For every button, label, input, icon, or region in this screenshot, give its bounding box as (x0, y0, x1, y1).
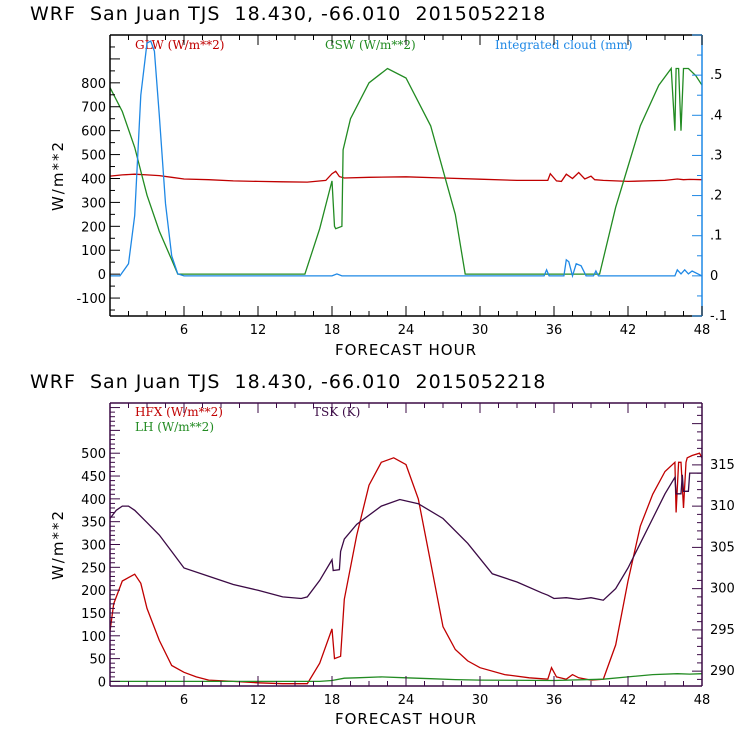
y-tick-label: 500 (81, 149, 106, 164)
y-tick-label: 400 (81, 493, 106, 508)
x-tick-label: 48 (694, 323, 711, 338)
x-tick-label: 6 (180, 323, 188, 338)
series-line-tsk (109, 472, 702, 601)
chart-panel-2: HFX (W/m**2)LH (W/m**2) TSK (K) 6 12 18 24 30 3… (49, 402, 735, 728)
y-tick-label: 700 (81, 101, 106, 116)
chart-panel-1: GLW (W/m**2) GSW (W/m**2) Integrated cloud… (49, 34, 727, 359)
legend-entry: LH (W/m**2) (135, 420, 214, 434)
y-tick-label: 600 (81, 125, 106, 140)
x-tick-label: 42 (620, 323, 637, 338)
series-line-hfx (109, 452, 703, 685)
y-tick-label: 0 (98, 675, 106, 690)
series-line-integrated (110, 40, 703, 279)
y2-tick-label: 305 (710, 540, 735, 555)
y-tick-label: 300 (81, 539, 106, 554)
y2-tick-label: -.1 (710, 309, 727, 324)
y2-tick-label: .1 (710, 229, 722, 244)
y2-tick-label: .3 (710, 148, 722, 163)
y-tick-label: 400 (81, 172, 106, 187)
x-tick-label: 12 (250, 693, 267, 708)
y2-tick-label: 300 (710, 582, 735, 597)
x-tick-label: 36 (546, 323, 563, 338)
x-tick-label: 36 (546, 693, 563, 708)
legend-entry: GSW (W/m**2) (325, 38, 416, 52)
y-tick-label: 0 (98, 268, 106, 283)
series-line-lh (110, 673, 703, 683)
y-tick-label: 100 (81, 244, 106, 259)
x-tick-label: 12 (250, 323, 267, 338)
y2-tick-label: 315 (710, 458, 735, 473)
y2-tick-label: 290 (710, 664, 735, 679)
legend-entry: Integrated cloud (mm) (495, 38, 633, 52)
y-tick-label: 50 (89, 653, 106, 668)
y2-tick-label: .4 (710, 108, 722, 123)
y-tick-label: -100 (76, 292, 106, 307)
y-tick-label: 350 (81, 516, 106, 531)
x-axis-label: FORECAST HOUR (335, 710, 477, 728)
y-tick-label: 200 (81, 584, 106, 599)
y2-tick-label: .2 (710, 189, 722, 204)
legend-entry: GLW (W/m**2) (135, 38, 224, 52)
y-tick-label: 250 (81, 561, 106, 576)
y-tick-label: 800 (81, 77, 106, 92)
y-tick-label: 150 (81, 607, 106, 622)
y2-tick-label: 0 (710, 269, 718, 284)
series-line-gsw (109, 66, 703, 275)
y2-tick-label: 295 (710, 623, 735, 638)
chart-title-bottom: WRF San Juan TJS 18.430, -66.010 2015052… (30, 371, 547, 393)
y2-tick-label: 310 (710, 499, 735, 514)
x-tick-label: 18 (324, 323, 341, 338)
chart-title-top: WRF San Juan TJS 18.430, -66.010 2015052… (30, 3, 547, 25)
y2-tick-label: .5 (710, 68, 722, 83)
x-tick-label: 24 (398, 323, 415, 338)
x-tick-label: 48 (694, 693, 711, 708)
y-tick-label: 450 (81, 470, 106, 485)
y-tick-label: 500 (81, 447, 106, 462)
x-tick-label: 18 (324, 693, 341, 708)
x-axis-label: FORECAST HOUR (335, 341, 477, 359)
series-line-glw (109, 170, 703, 183)
legend-entry: TSK (K) (313, 405, 360, 419)
y-axis-label: W/m**2 (49, 509, 67, 580)
x-tick-label: 30 (472, 323, 489, 338)
legend-entry: HFX (W/m**2) (135, 405, 223, 419)
x-tick-label: 30 (472, 693, 489, 708)
y-tick-label: 200 (81, 220, 106, 235)
y-tick-label: 300 (81, 196, 106, 211)
x-tick-label: 6 (180, 693, 188, 708)
x-tick-label: 42 (620, 693, 637, 708)
x-tick-label: 24 (398, 693, 415, 708)
y-tick-label: 100 (81, 630, 106, 645)
y-axis-label: W/m**2 (49, 140, 67, 211)
